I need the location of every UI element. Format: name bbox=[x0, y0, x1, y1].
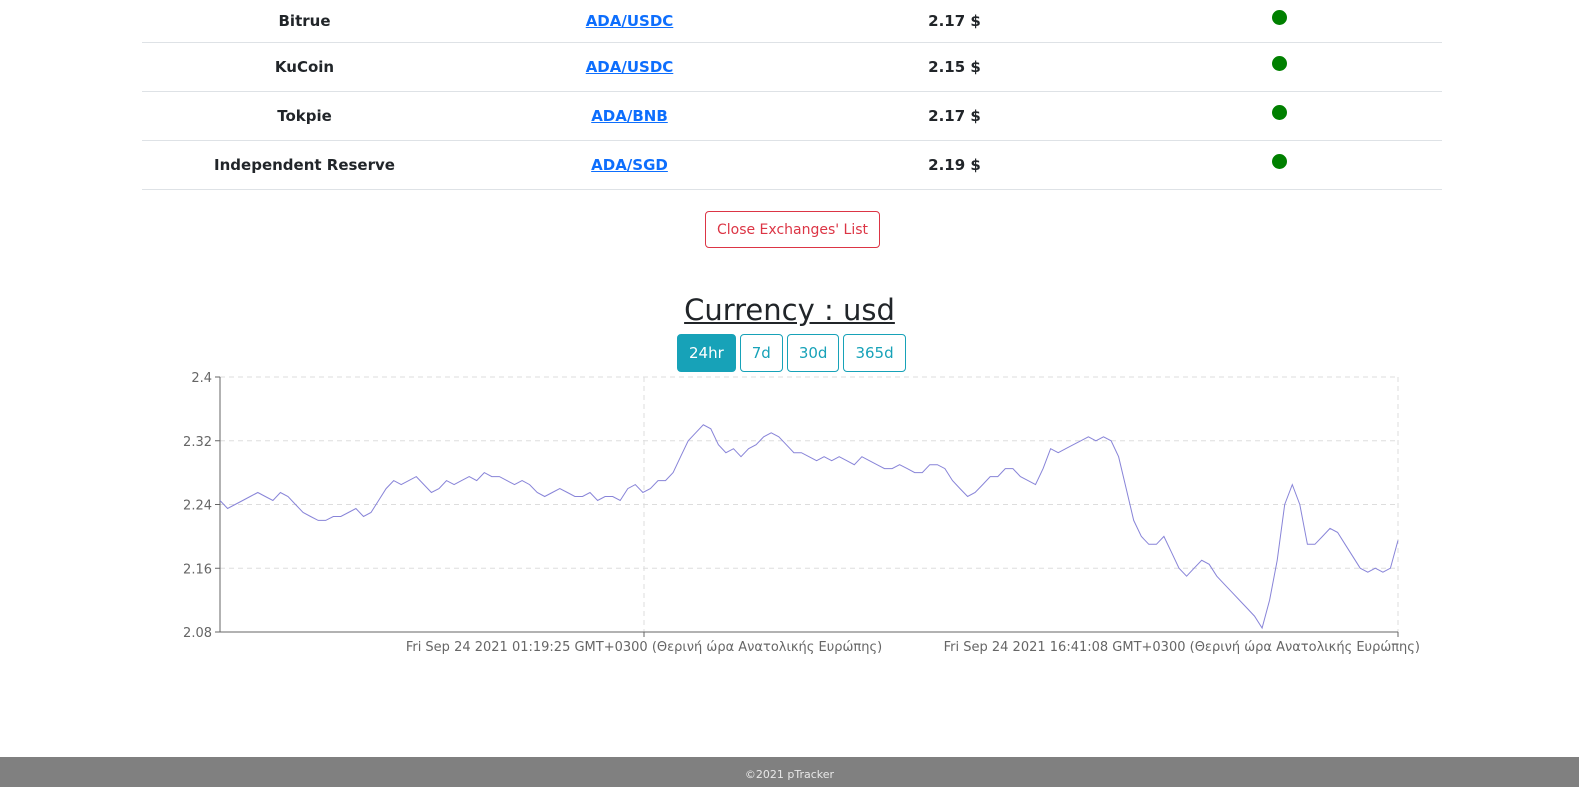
price-series-line bbox=[219, 424, 1399, 630]
exchange-name: Independent Reserve bbox=[214, 156, 395, 174]
exchange-row: Independent Reserve ADA/SGD 2.19 $ bbox=[142, 141, 1442, 190]
exchange-price: 2.15 $ bbox=[928, 58, 981, 76]
period-button-7d[interactable]: 7d bbox=[739, 334, 783, 372]
exchange-row: KuCoin ADA/USDC 2.15 $ bbox=[142, 43, 1442, 92]
exchange-pair-link[interactable]: ADA/USDC bbox=[585, 58, 674, 76]
exchange-row: Tokpie ADA/BNB 2.17 $ bbox=[142, 92, 1442, 141]
status-dot-icon bbox=[1272, 104, 1287, 120]
y-tick-label: 2.08 bbox=[183, 626, 212, 641]
exchange-pair-link[interactable]: ADA/BNB bbox=[591, 107, 668, 125]
footer-copyright: ©2021 pTracker bbox=[744, 768, 835, 781]
status-dot-icon bbox=[1272, 9, 1287, 25]
period-selector: 24hr 7d 30d 365d bbox=[677, 334, 906, 372]
exchange-pair-cell: ADA/USDC bbox=[467, 58, 792, 76]
period-button-24hr[interactable]: 24hr bbox=[677, 334, 736, 372]
exchange-pair-cell: ADA/BNB bbox=[467, 107, 792, 125]
exchange-pair-link[interactable]: ADA/SGD bbox=[591, 156, 668, 174]
footer: ©2021 pTracker bbox=[0, 757, 1579, 787]
y-tick-label: 2.24 bbox=[183, 499, 212, 514]
exchange-pair-link[interactable]: ADA/USDC bbox=[585, 12, 674, 30]
exchange-price: 2.17 $ bbox=[928, 12, 981, 30]
exchange-price: 2.19 $ bbox=[928, 156, 981, 174]
x-tick-label: Fri Sep 24 2021 16:41:08 GMT+0300 (Θεριν… bbox=[944, 640, 1420, 655]
y-tick-label: 2.32 bbox=[183, 435, 212, 450]
exchange-status-cell bbox=[1117, 55, 1442, 77]
exchange-status-cell bbox=[1117, 153, 1442, 175]
price-chart: 2.4 2.32 2.24 2.16 2.08 Fri Sep 24 2021 01:19… bbox=[183, 371, 1420, 655]
exchange-pair-cell: ADA/SGD bbox=[467, 156, 792, 174]
exchanges-table: Bitrue ADA/USDC 2.17 $ KuCoin ADA/USDC 2.15 $… bbox=[142, 0, 1442, 190]
exchange-status-cell bbox=[1117, 104, 1442, 126]
exchange-name: KuCoin bbox=[274, 58, 335, 76]
exchange-name: Tokpie bbox=[277, 107, 332, 125]
y-tick-label: 2.16 bbox=[183, 562, 212, 577]
status-dot-icon bbox=[1272, 153, 1287, 169]
x-tick-label: Fri Sep 24 2021 01:19:25 GMT+0300 (Θεριν… bbox=[406, 640, 882, 655]
period-button-30d[interactable]: 30d bbox=[786, 334, 840, 372]
currency-title: Currency : usd bbox=[684, 293, 895, 327]
exchange-name: Bitrue bbox=[278, 12, 331, 30]
close-exchanges-button[interactable]: Close Exchanges' List bbox=[705, 211, 880, 248]
status-dot-icon bbox=[1272, 55, 1287, 71]
period-button-365d[interactable]: 365d bbox=[843, 334, 906, 372]
exchange-row: Bitrue ADA/USDC 2.17 $ bbox=[142, 0, 1442, 43]
y-tick-label: 2.4 bbox=[191, 371, 212, 386]
exchange-pair-cell: ADA/USDC bbox=[467, 12, 792, 30]
exchange-price: 2.17 $ bbox=[928, 107, 981, 125]
exchange-status-cell bbox=[1117, 9, 1442, 31]
